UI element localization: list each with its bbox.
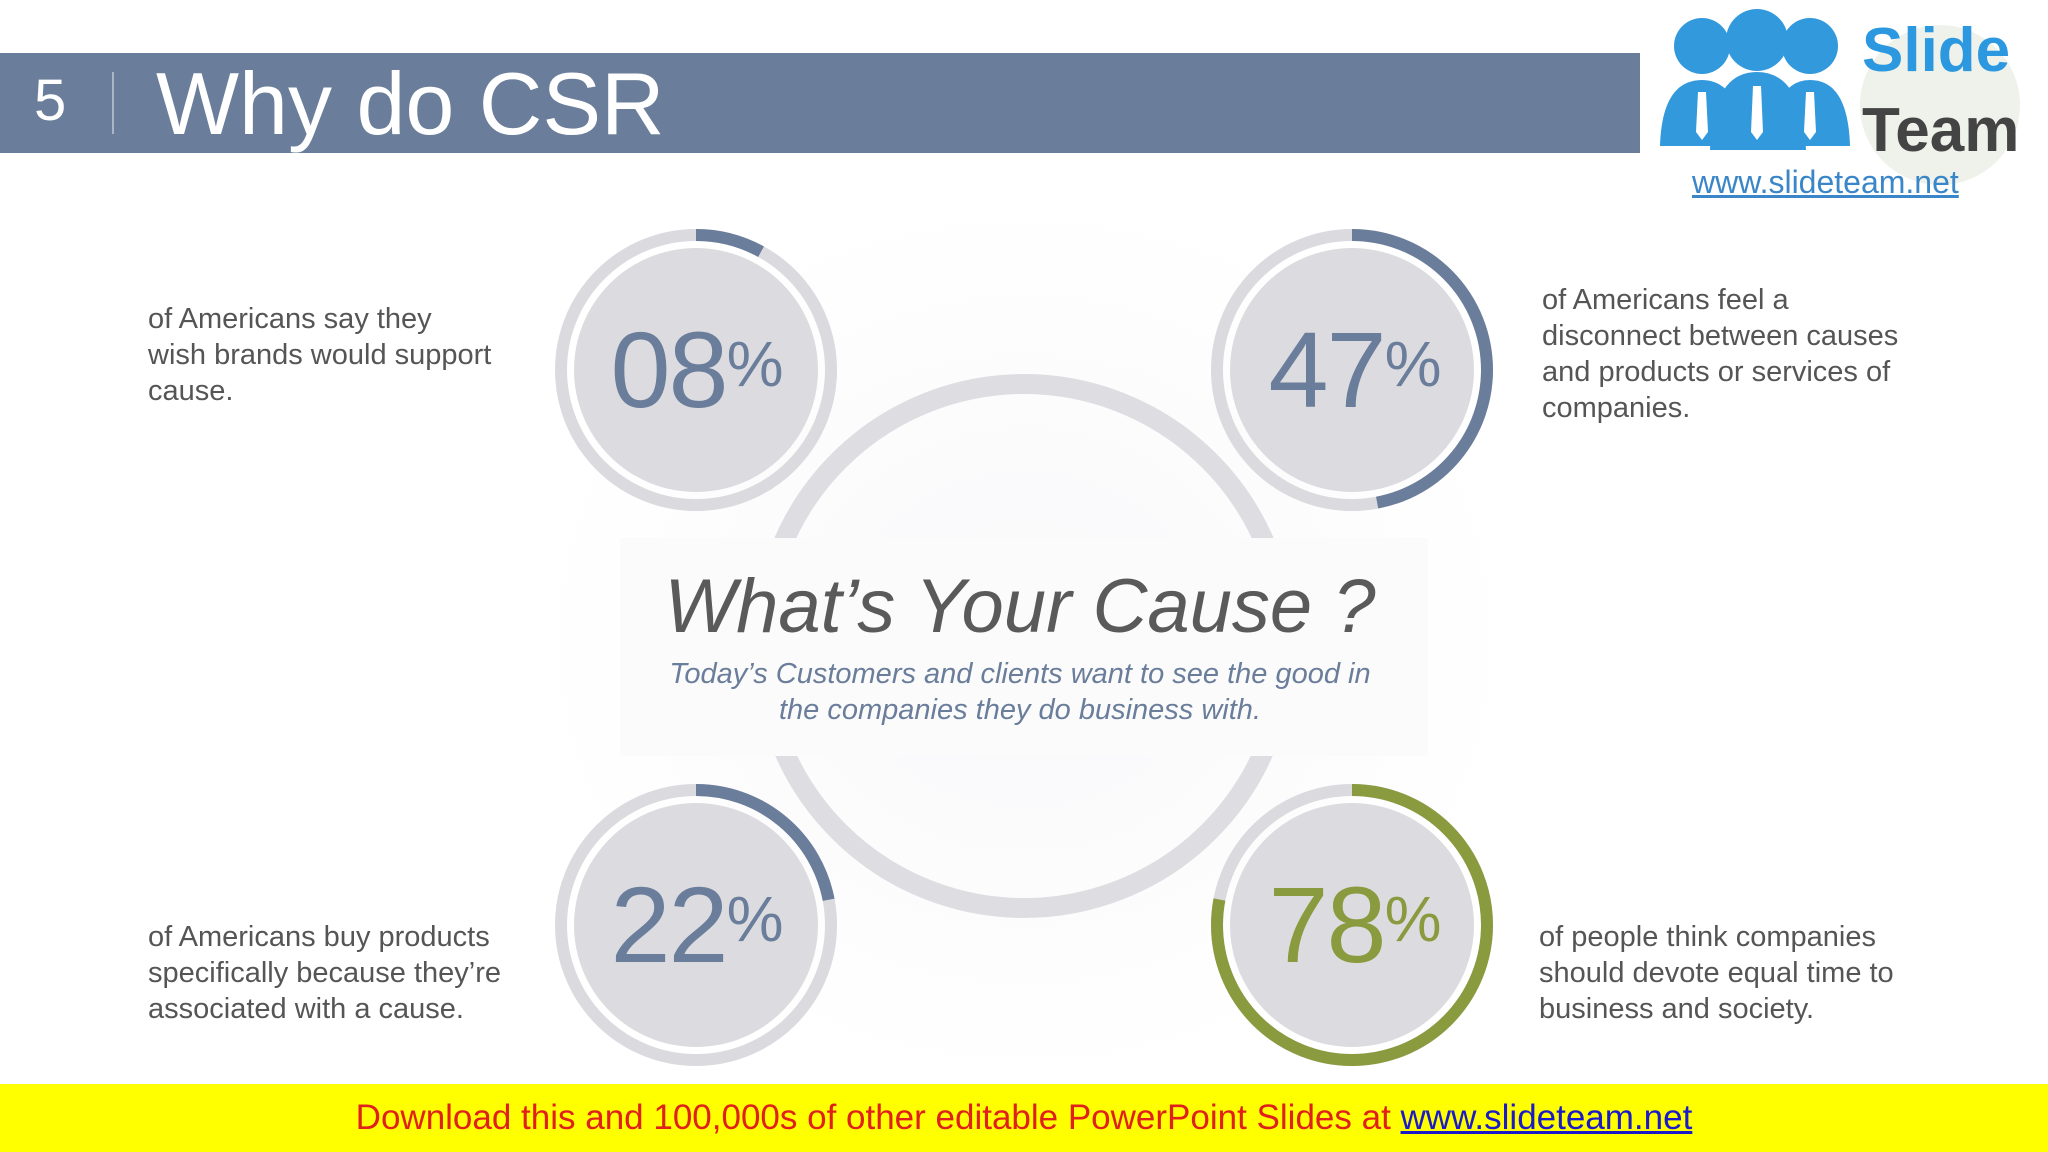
progress-arc-4 bbox=[1211, 784, 1493, 1066]
progress-arc-3 bbox=[555, 784, 837, 1066]
center-title: What’s Your Cause ? bbox=[664, 564, 1376, 649]
slideteam-logo[interactable]: Slide Team www.slideteam.net bbox=[1640, 0, 2040, 200]
ring-disc-4 bbox=[1230, 803, 1474, 1047]
stat-description-3: of Americans buy products specifically be… bbox=[148, 921, 502, 1025]
page-title: Why do CSR bbox=[156, 54, 665, 153]
logo-text-team: Team bbox=[1862, 96, 2020, 165]
slide-number: 5 bbox=[34, 68, 67, 133]
people-icon bbox=[1660, 9, 2020, 185]
stat-description-4: of people think companies should devote e… bbox=[1539, 921, 1894, 1025]
center-subtitle: Today’s Customers and clients want to se… bbox=[669, 658, 1371, 726]
stat-value-3: 22% bbox=[610, 864, 783, 985]
ring-disc-3 bbox=[574, 803, 818, 1047]
progress-arc-1 bbox=[555, 229, 837, 511]
header-divider bbox=[112, 72, 114, 134]
center-text-panel bbox=[620, 538, 1428, 756]
stat-description-1: of Americans say they wish brands would s… bbox=[148, 303, 492, 407]
ring-disc-1 bbox=[574, 248, 818, 492]
logo-url-link[interactable]: www.slideteam.net bbox=[1692, 164, 1959, 200]
download-banner-text: Download this and 100,000s of other edit… bbox=[355, 1098, 1693, 1137]
stat-value-4: 78% bbox=[1268, 864, 1441, 985]
ring-disc-2 bbox=[1230, 248, 1474, 492]
logo-text-slide: Slide bbox=[1862, 16, 2011, 85]
footer-link[interactable]: www.slideteam.net bbox=[1400, 1098, 1693, 1137]
stat-value-2: 47% bbox=[1268, 309, 1441, 430]
stat-description-2: of Americans feel a disconnect between ca… bbox=[1542, 284, 1899, 424]
progress-arc-2 bbox=[1211, 229, 1493, 511]
stat-value-1: 08% bbox=[610, 309, 783, 430]
download-banner bbox=[0, 1084, 2048, 1152]
title-bar bbox=[0, 53, 1640, 153]
